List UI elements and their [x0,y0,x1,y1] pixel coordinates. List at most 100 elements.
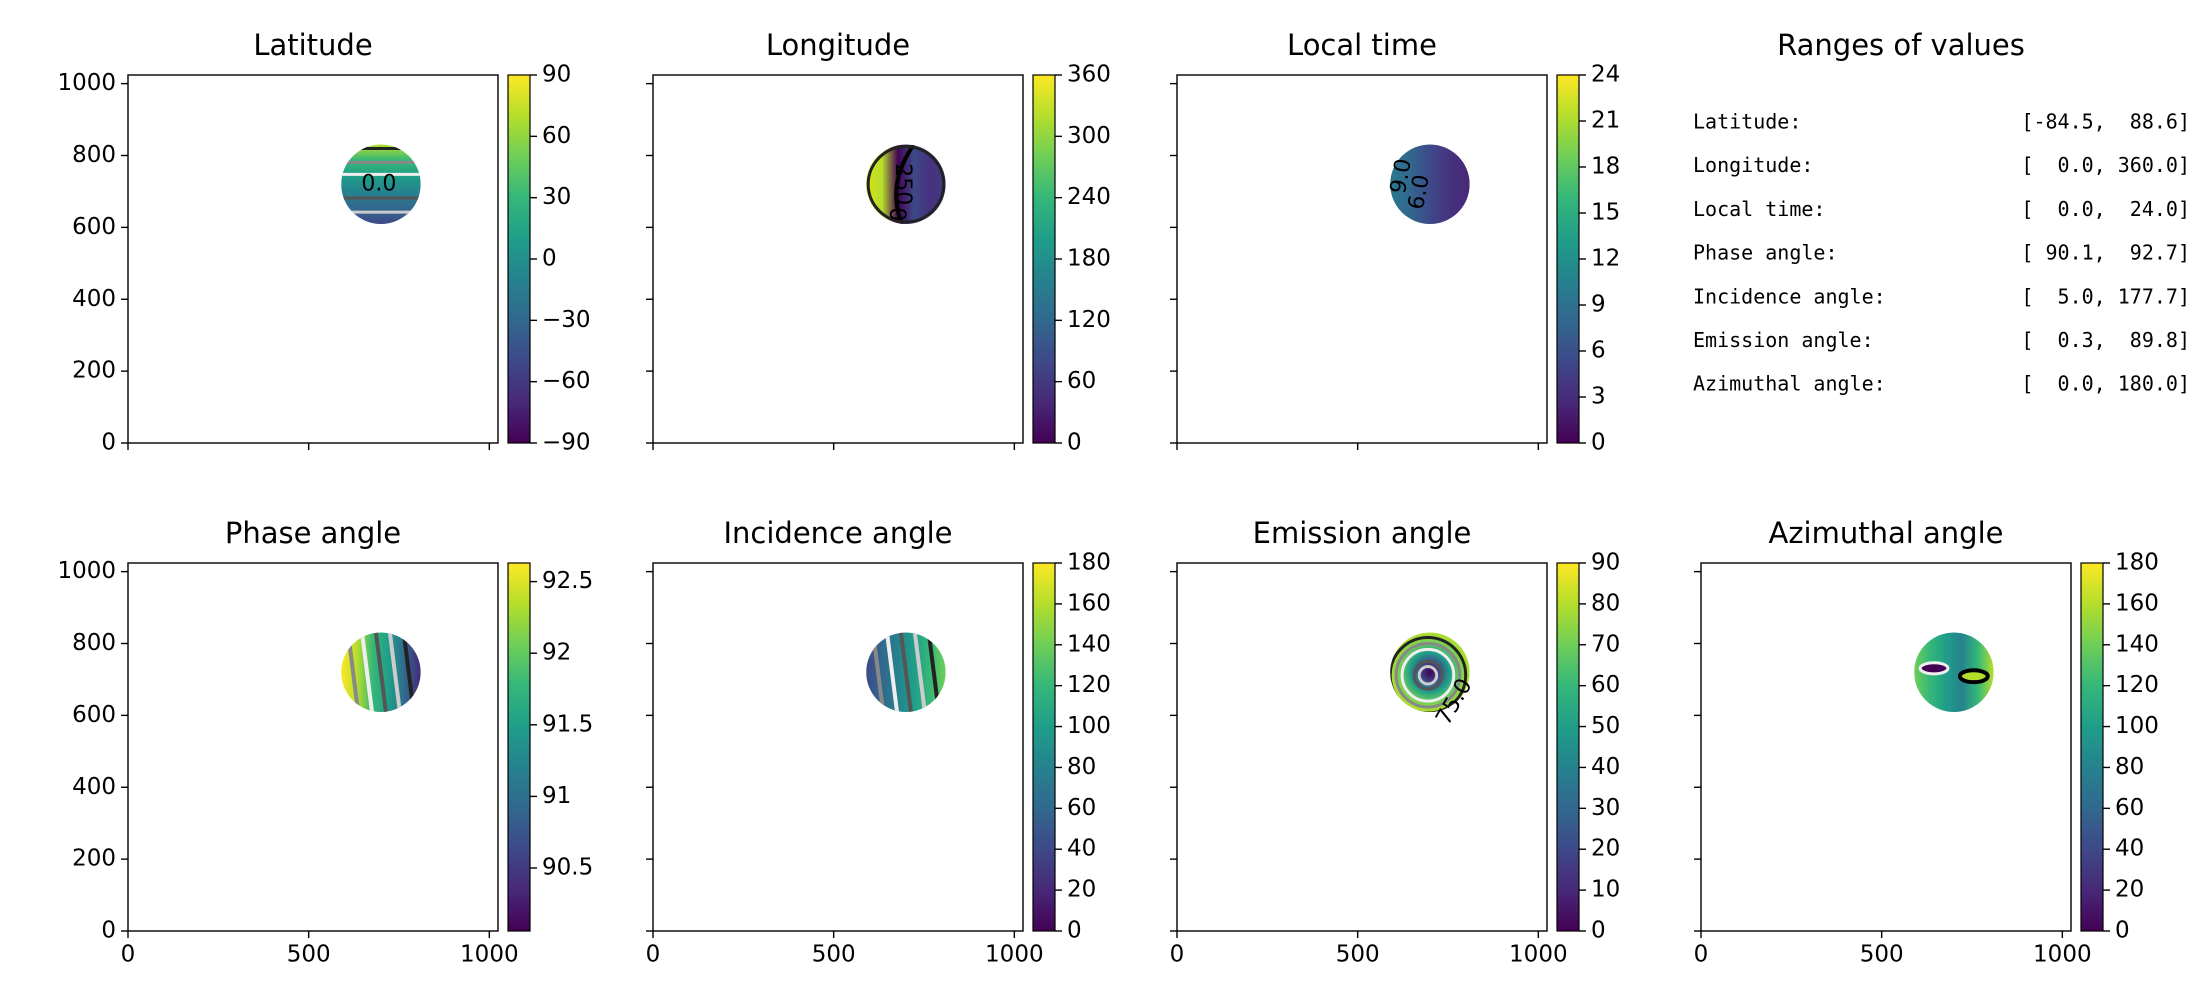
panel-title: Latitude [253,28,372,62]
contour [1394,641,1462,709]
plot-frame [1176,562,1548,932]
colorbar-tick-label: 60 [1067,795,1096,821]
panel-title: Local time [1287,28,1437,62]
panel: Local time 9.06.0 0 3 6 9 12 15 18 21 24 [1170,28,1620,456]
colorbar [507,74,531,444]
panel-title: Incidence angle [723,516,952,550]
colorbar-tick-label: 92 [542,640,571,666]
colorbar-tick-label: 30 [542,184,571,210]
colorbar-tick-label: 70 [1591,631,1620,657]
colorbar-tick-label: 300 [1067,123,1111,149]
colorbar-tick-label: 0 [2115,918,2130,944]
colorbar-tick-label: 15 [1591,200,1620,226]
colorbar-tick-label: 180 [1067,246,1111,272]
colorbar-tick-label: 0 [1067,918,1082,944]
disc-image [1390,632,1470,712]
contour [1957,668,1990,685]
colorbar-tick-label: 60 [1591,672,1620,698]
colorbar-tick-label: 40 [1067,836,1096,862]
disc-image [341,144,421,224]
panel-title: Ranges of values [1777,28,2025,62]
colorbar-tick-label: 9 [1591,292,1606,318]
colorbar-tick-label: 90.5 [542,854,593,880]
colorbar-tick-label: 20 [1067,877,1096,903]
colorbar-tick-label: 20 [2115,877,2144,903]
contour [1412,659,1444,691]
colorbar-tick-label: 80 [1591,590,1620,616]
range-value: [ 90.1, 92.7] [2021,241,2190,265]
x-tick-label: 0 [646,942,661,968]
colorbar-tick-label: 160 [2115,590,2159,616]
colorbar-tick-label: 0 [542,246,557,272]
panel-title: Phase angle [225,516,401,550]
colorbar-tick-label: 91 [542,783,571,809]
x-tick-label: 500 [287,942,331,968]
colorbar-tick-label: 120 [1067,307,1111,333]
colorbar-tick-label: 140 [1067,631,1111,657]
colorbar-tick-label: 60 [2115,795,2144,821]
range-value: [ 0.0, 360.0] [2021,153,2190,177]
x-tick-label: 500 [1336,942,1380,968]
panel: Ranges of values Latitude: [-84.5, 88.6] Lo… [1693,28,2190,396]
colorbar-tick-label: 40 [1591,754,1620,780]
contour [1400,647,1456,703]
range-value: [ 0.3, 89.8] [2021,328,2190,352]
y-tick-label: 800 [72,630,116,656]
colorbar-tick-label: 30 [1591,795,1620,821]
panel: Incidence angle 0 500 1000 0 20 40 60 80 100 120 14… [646,516,1111,968]
colorbar-tick-label: 360 [1067,62,1111,88]
colorbar-tick-label: 24 [1591,62,1620,88]
colorbar-tick-label: 40 [2115,836,2144,862]
colorbar-tick-label: 21 [1591,108,1620,134]
plot-frame [127,562,499,932]
range-value: [ 5.0, 177.7] [2021,284,2190,308]
colorbar-tick-label: 180 [1067,550,1111,576]
contour [1417,665,1439,686]
colorbar-tick-label: 10 [1591,877,1620,903]
panel: Azimuthal angle 0 500 1000 0 20 40 60 80 100 120 14… [1694,516,2159,968]
y-tick-label: 0 [101,918,116,944]
colorbar-tick-label: 140 [2115,631,2159,657]
range-label: Local time: [1693,197,1825,221]
colorbar-tick-label: 3 [1591,384,1606,410]
colorbar-tick-label: 120 [2115,672,2159,698]
x-tick-label: 500 [812,942,856,968]
contour-label: 250 [890,163,915,205]
panel-title: Longitude [766,28,910,62]
disc-image [1390,144,1470,224]
colorbar-tick-label: 91.5 [542,711,593,737]
x-tick-label: 0 [1170,942,1185,968]
disc-image [866,632,946,712]
contour [1390,635,1468,712]
plot-frame [1700,562,2072,932]
colorbar-tick-label: 12 [1591,246,1620,272]
x-tick-label: 500 [1860,942,1904,968]
colorbar-tick-label: 180 [2115,550,2159,576]
contour-label: 0 [884,207,909,221]
x-tick-label: 1000 [460,942,519,968]
y-tick-label: 400 [72,774,116,800]
colorbar-tick-label: 0 [1591,918,1606,944]
y-tick-label: 800 [72,142,116,168]
panel: Latitude 0.0 0 200 400 600 800 1000 −90 −60 −30 0 30… [57,28,590,456]
colorbar-tick-label: 92.5 [542,568,593,594]
colorbar-tick-label: 50 [1591,713,1620,739]
contour-label: 0.0 [361,171,396,196]
disc-fill [1390,144,1470,224]
colorbar-tick-label: −90 [542,430,591,456]
plot-frame [652,74,1024,444]
contour [912,632,927,712]
disc-image [1914,632,1994,712]
contour [387,632,402,712]
colorbar [2080,562,2104,932]
colorbar-tick-label: 60 [542,123,571,149]
range-label: Emission angle: [1693,328,1874,352]
colorbar-tick-label: 18 [1591,154,1620,180]
x-tick-label: 1000 [2033,942,2092,968]
colorbar-tick-label: 90 [542,62,571,88]
contour [373,632,388,712]
colorbar [1556,562,1580,932]
colorbar-tick-label: 0 [1591,430,1606,456]
